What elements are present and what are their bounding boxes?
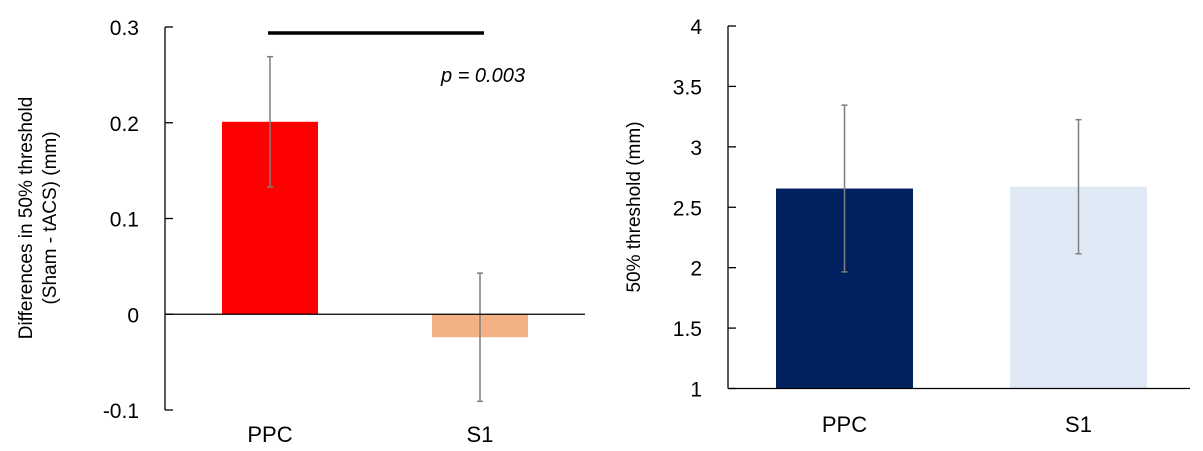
y-tick-label: 1.5 [673, 318, 702, 341]
y-axis-label-line-1: Differences in 50% threshold [16, 97, 37, 340]
y-tick-label: 0.3 [110, 17, 139, 40]
y-axis-label: 50% threshold (mm) [624, 121, 645, 292]
x-tick-label: S1 [467, 422, 494, 447]
y-axis-label-line-2: (Sham - tACS) (mm) [40, 131, 61, 304]
error-bar-ppc [267, 55, 273, 188]
difference-chart: Differences in 50% threshold (Sham - tAC… [16, 17, 585, 447]
threshold-chart: 50% threshold (mm) PPC S1 1 1.5 2 2.5 3 3.5 4 [624, 16, 1190, 437]
y-tick-label: 2.5 [673, 197, 702, 220]
y-tick-label: 4 [690, 16, 702, 39]
y-tick-label: 0.1 [110, 209, 139, 232]
y-tick-label: 3 [690, 137, 702, 160]
error-bar-s1 [477, 272, 483, 403]
y-tick-label: 0.2 [110, 113, 139, 136]
y-tick-label: 0 [127, 304, 139, 327]
x-tick-label: S1 [1065, 412, 1092, 437]
error-bar-ppc [841, 104, 848, 273]
x-tick-label: PPC [822, 412, 867, 437]
x-tick-label: PPC [247, 422, 292, 447]
y-tick-label: -0.1 [103, 400, 139, 423]
p-value-annotation: p = 0.003 [440, 65, 525, 87]
y-tick-label: 3.5 [673, 76, 702, 99]
y-tick-label: 1 [690, 379, 702, 402]
y-tick-label: 2 [690, 258, 702, 281]
error-bar-s1 [1075, 118, 1082, 255]
